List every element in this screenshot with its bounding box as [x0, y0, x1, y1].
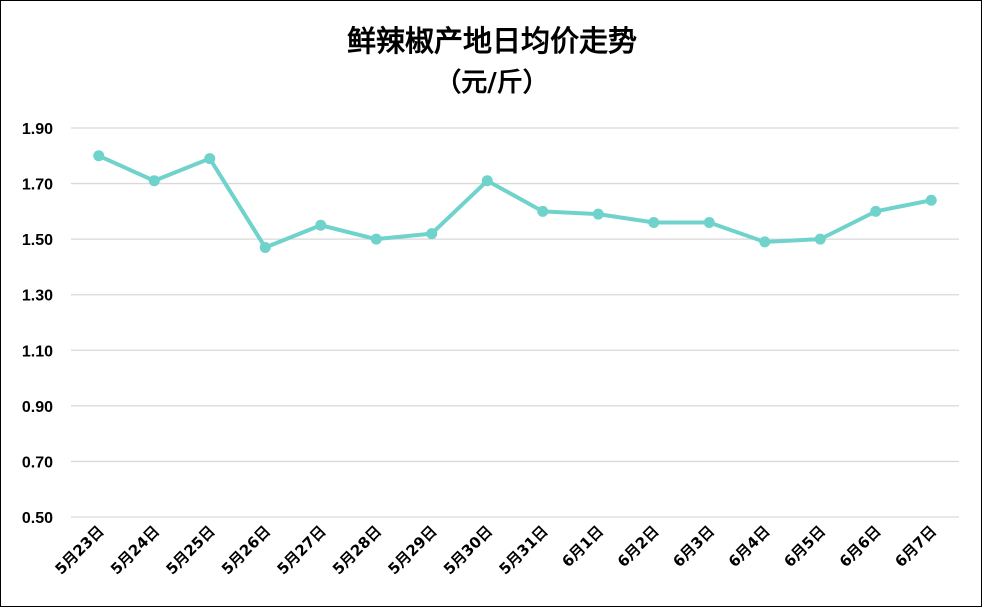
x-tick-label: 5月25日	[162, 522, 218, 578]
y-tick-label: 1.10	[22, 343, 53, 360]
data-point	[592, 208, 604, 220]
x-tick-label: 5月23日	[51, 522, 107, 578]
x-tick-label: 5月28日	[329, 522, 385, 578]
y-tick-label: 1.30	[22, 288, 53, 305]
data-point	[759, 236, 771, 248]
y-tick-label: 1.50	[22, 232, 53, 249]
data-point	[259, 241, 271, 253]
data-point	[426, 228, 438, 240]
y-tick-label: 0.70	[22, 454, 53, 471]
x-tick-label: 5月30日	[440, 522, 496, 578]
x-tick-label: 5月31日	[495, 522, 551, 578]
gridlines	[71, 127, 959, 518]
data-point	[703, 216, 715, 228]
x-tick-label: 6月5日	[780, 522, 829, 571]
chart-subtitle: （元/斤）	[435, 68, 549, 98]
x-tick-label: 6月7日	[891, 522, 940, 571]
chart-title: 鲜辣椒产地日均价走势	[347, 24, 637, 58]
data-point	[148, 175, 160, 187]
y-axis-ticks: 1.90 1.70 1.50 1.30 1.10 0.90 0.70 0.50	[22, 121, 53, 527]
y-tick-label: 0.50	[22, 510, 53, 527]
data-point	[648, 216, 660, 228]
data-point	[315, 219, 327, 231]
data-point	[204, 153, 216, 165]
x-tick-label: 6月2日	[614, 522, 663, 571]
x-tick-label: 5月27日	[273, 522, 329, 578]
x-tick-label: 5月24日	[107, 522, 163, 578]
x-tick-label: 6月4日	[725, 522, 774, 571]
y-tick-label: 1.90	[22, 121, 53, 138]
data-point	[481, 175, 493, 187]
series-group	[93, 150, 937, 253]
x-tick-label: 6月1日	[558, 522, 607, 571]
x-tick-label: 5月26日	[218, 522, 274, 578]
x-axis-ticks: 5月23日 5月24日 5月25日 5月26日 5月27日 5月28日 5月29日 5月30日…	[51, 522, 940, 578]
data-point	[814, 233, 826, 245]
y-tick-label: 0.90	[22, 399, 53, 416]
x-tick-label: 6月3日	[669, 522, 718, 571]
x-tick-label: 5月29日	[384, 522, 440, 578]
y-tick-label: 1.70	[22, 177, 53, 194]
data-point	[870, 205, 882, 217]
series-line	[96, 153, 934, 250]
data-point	[370, 233, 382, 245]
data-point	[537, 205, 549, 217]
data-point	[925, 194, 937, 206]
data-point	[93, 150, 105, 162]
x-tick-label: 6月6日	[836, 522, 885, 571]
